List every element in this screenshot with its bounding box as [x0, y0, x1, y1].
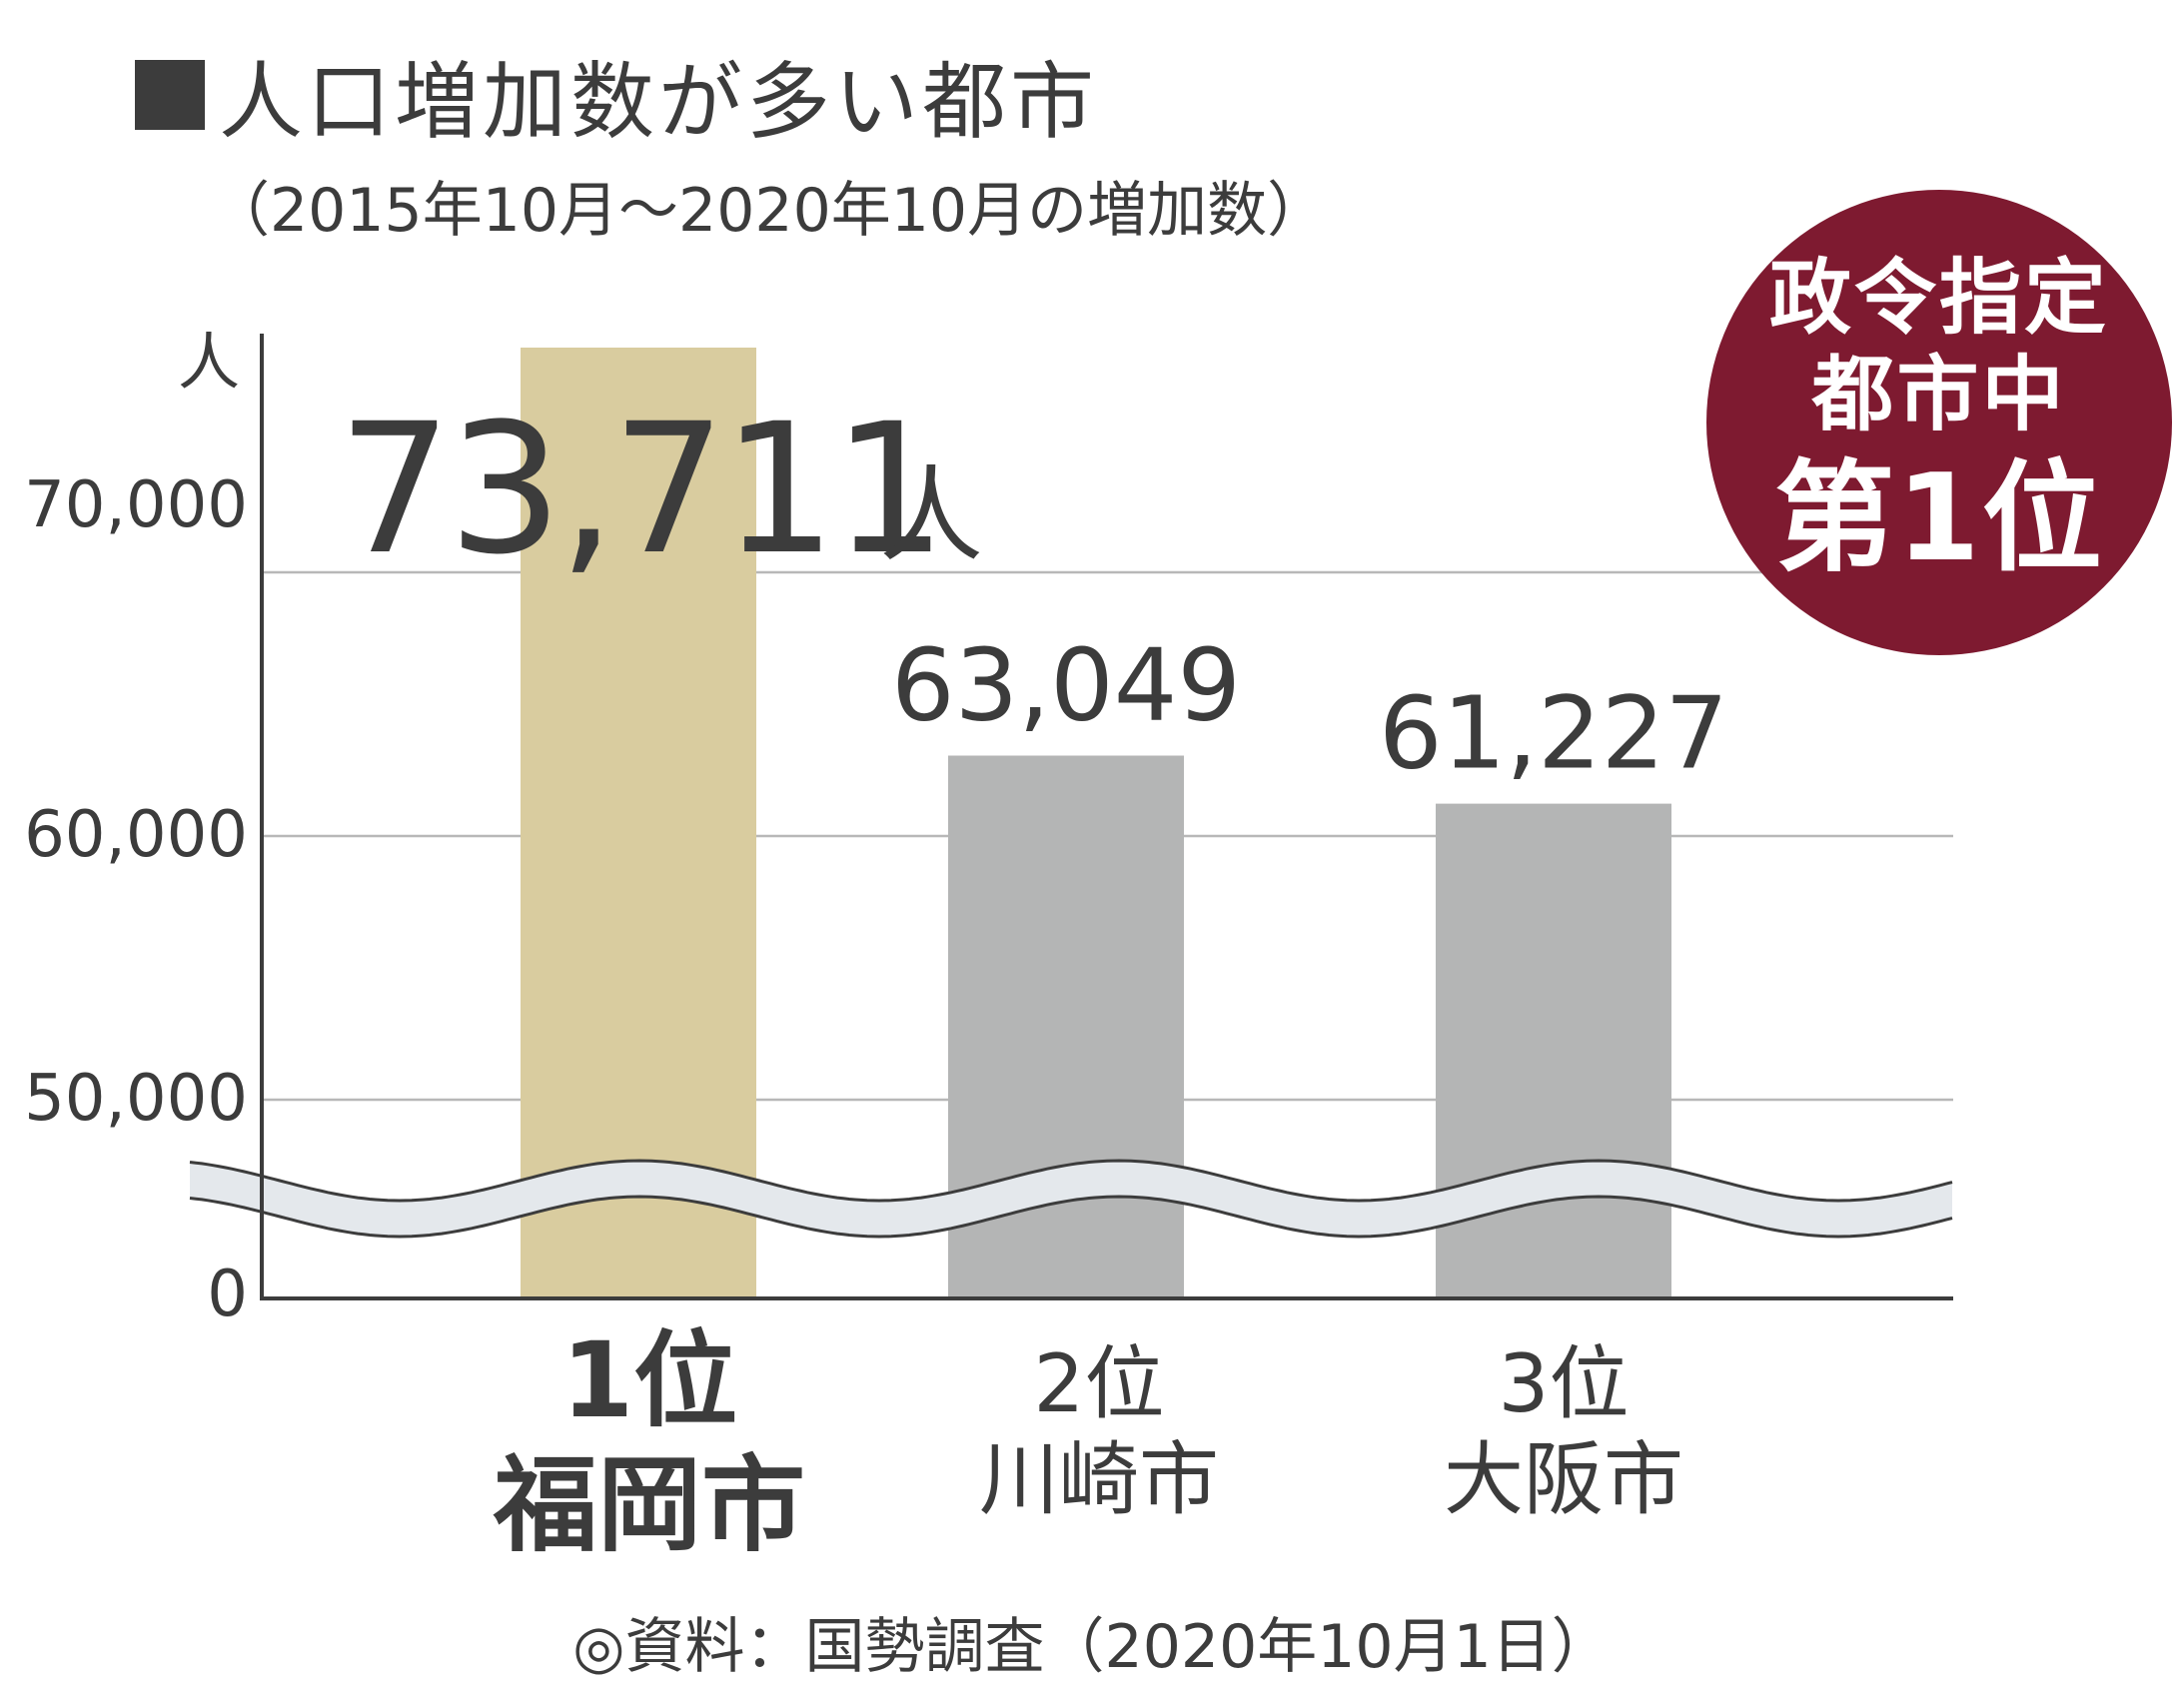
y-tick-label: 70,000: [24, 468, 248, 542]
badge-line-2: 都市中: [1811, 348, 2067, 442]
y-axis-unit: 人: [178, 326, 241, 399]
bar-1: [521, 348, 756, 1298]
source-note: ◎資料：国勢調査（2020年10月1日）: [572, 1612, 1612, 1682]
value-label-2: 63,049: [891, 627, 1241, 744]
rank-badge: 政令指定 都市中 第1位: [1706, 190, 2172, 655]
bars: [521, 348, 1671, 1298]
y-tick-label: 0: [207, 1258, 248, 1331]
value-label-1: 73,711: [338, 386, 943, 594]
x-city-label: 大阪市: [1444, 1433, 1683, 1526]
title-square-icon: [135, 60, 205, 130]
x-rank-label: 1位: [560, 1319, 738, 1441]
x-category-2: 2位 川崎市: [889, 1336, 1309, 1528]
axis-break-band: [190, 1161, 1952, 1237]
chart-title-text: 人口増加数が多い都市: [219, 52, 1099, 151]
x-category-1: 1位 福岡市: [440, 1318, 859, 1568]
badge-line-1: 政令指定: [1768, 251, 2109, 347]
y-tick-label: 60,000: [24, 798, 248, 872]
x-rank-label: 3位: [1498, 1337, 1630, 1430]
chart-title: 人口増加数が多い都市: [135, 40, 1098, 151]
x-city-label: 福岡市: [493, 1443, 805, 1566]
y-tick-label: 50,000: [24, 1062, 248, 1136]
value-label-1-unit: 人: [879, 454, 983, 576]
axis-break: [189, 1159, 1953, 1239]
x-city-label: 川崎市: [979, 1433, 1219, 1526]
chart-subtitle: （2015年10月～2020年10月の増加数）: [210, 176, 1328, 246]
x-rank-label: 2位: [1033, 1337, 1165, 1430]
axis-break-line-top: [189, 1159, 1953, 1203]
x-category-3: 3位 大阪市: [1354, 1336, 1773, 1528]
badge-line-3: 第1位: [1774, 448, 2104, 588]
value-label-3: 61,227: [1379, 675, 1728, 792]
axes: [260, 334, 1953, 1300]
bar-3: [1436, 803, 1671, 1298]
axis-break-line-bottom: [189, 1195, 1953, 1239]
